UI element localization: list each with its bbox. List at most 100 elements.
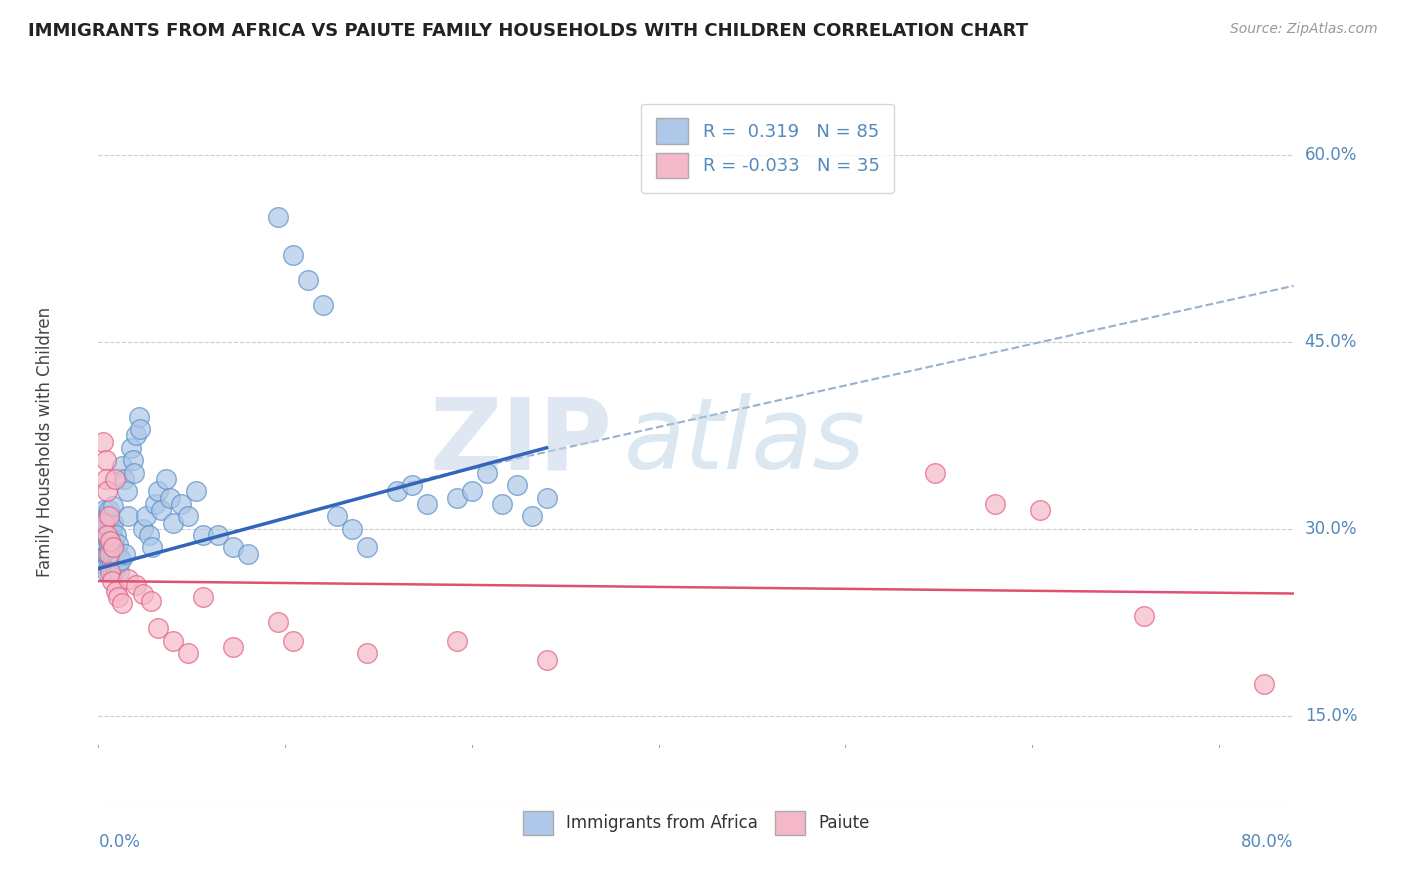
- Point: [177, 646, 200, 660]
- Point: [112, 472, 135, 486]
- Legend: Immigrants from Africa, Paiute: Immigrants from Africa, Paiute: [516, 805, 876, 841]
- Point: [107, 557, 129, 571]
- Point: [125, 578, 148, 592]
- Point: [326, 509, 349, 524]
- Point: [222, 640, 245, 654]
- Point: [93, 522, 115, 536]
- Point: [342, 522, 364, 536]
- Point: [491, 497, 513, 511]
- Point: [108, 566, 131, 580]
- Point: [96, 509, 118, 524]
- Point: [90, 541, 112, 555]
- Point: [121, 453, 143, 467]
- Point: [103, 516, 125, 530]
- Point: [104, 559, 127, 574]
- Point: [162, 516, 184, 530]
- Point: [132, 586, 155, 600]
- Point: [97, 559, 120, 574]
- Point: [107, 591, 129, 605]
- Point: [356, 646, 378, 660]
- Point: [138, 528, 160, 542]
- Point: [506, 478, 529, 492]
- Point: [1133, 609, 1156, 624]
- Point: [1253, 677, 1275, 691]
- Point: [96, 528, 118, 542]
- Point: [105, 528, 128, 542]
- Point: [191, 591, 214, 605]
- Point: [150, 503, 173, 517]
- Point: [461, 484, 484, 499]
- Point: [236, 547, 259, 561]
- Point: [297, 272, 319, 286]
- Point: [207, 528, 229, 542]
- Point: [101, 524, 124, 539]
- Text: 60.0%: 60.0%: [1305, 146, 1357, 164]
- Point: [222, 541, 245, 555]
- Point: [1028, 503, 1050, 517]
- Point: [96, 547, 118, 561]
- Point: [111, 597, 134, 611]
- Point: [984, 497, 1007, 511]
- Point: [96, 566, 118, 580]
- Point: [155, 472, 177, 486]
- Point: [103, 532, 125, 546]
- Point: [96, 484, 118, 499]
- Point: [520, 509, 543, 524]
- Text: Source: ZipAtlas.com: Source: ZipAtlas.com: [1230, 22, 1378, 37]
- Text: 0.0%: 0.0%: [98, 833, 141, 851]
- Point: [94, 559, 117, 574]
- Point: [162, 633, 184, 648]
- Point: [135, 509, 157, 524]
- Point: [267, 615, 290, 630]
- Text: IMMIGRANTS FROM AFRICA VS PAIUTE FAMILY HOUSEHOLDS WITH CHILDREN CORRELATION CHA: IMMIGRANTS FROM AFRICA VS PAIUTE FAMILY …: [28, 22, 1028, 40]
- Point: [125, 428, 148, 442]
- Point: [143, 497, 166, 511]
- Point: [416, 497, 439, 511]
- Point: [385, 484, 409, 499]
- Text: 30.0%: 30.0%: [1305, 520, 1357, 538]
- Point: [139, 594, 162, 608]
- Point: [117, 572, 139, 586]
- Point: [101, 541, 124, 555]
- Point: [128, 409, 150, 424]
- Point: [107, 537, 129, 551]
- Point: [105, 561, 128, 575]
- Point: [924, 466, 946, 480]
- Point: [191, 528, 214, 542]
- Text: 15.0%: 15.0%: [1305, 706, 1357, 724]
- Point: [104, 472, 127, 486]
- Point: [401, 478, 423, 492]
- Point: [124, 466, 146, 480]
- Point: [97, 503, 120, 517]
- Point: [103, 549, 125, 563]
- Text: atlas: atlas: [624, 393, 866, 490]
- Point: [536, 652, 558, 666]
- Point: [98, 516, 122, 530]
- Point: [446, 491, 468, 505]
- Point: [91, 509, 114, 524]
- Point: [148, 621, 170, 635]
- Point: [114, 547, 136, 561]
- Point: [103, 500, 125, 514]
- Text: Family Households with Children: Family Households with Children: [35, 307, 53, 576]
- Point: [98, 534, 122, 549]
- Point: [115, 484, 138, 499]
- Point: [117, 509, 139, 524]
- Point: [98, 549, 122, 563]
- Point: [141, 541, 163, 555]
- Point: [267, 211, 290, 225]
- Point: [97, 509, 120, 524]
- Text: ZIP: ZIP: [429, 393, 613, 490]
- Point: [132, 522, 155, 536]
- Point: [281, 633, 304, 648]
- Point: [101, 557, 124, 571]
- Point: [177, 509, 200, 524]
- Point: [475, 466, 498, 480]
- Point: [111, 459, 134, 474]
- Point: [104, 541, 127, 555]
- Point: [93, 516, 115, 530]
- Point: [536, 491, 558, 505]
- Point: [101, 574, 124, 588]
- Point: [169, 497, 191, 511]
- Point: [97, 541, 120, 555]
